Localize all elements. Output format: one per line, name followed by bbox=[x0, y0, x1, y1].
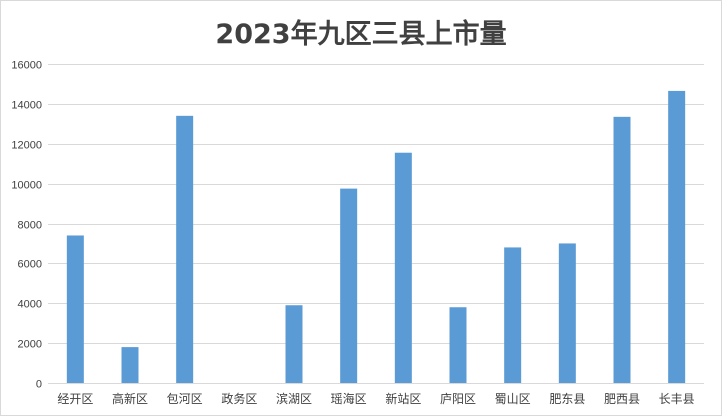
y-tick-label: 2000 bbox=[18, 339, 42, 351]
y-tick-label: 10000 bbox=[11, 180, 42, 192]
bar bbox=[121, 347, 139, 383]
bar bbox=[613, 116, 631, 383]
gridlines bbox=[48, 64, 704, 384]
x-tick-label: 瑶海区 bbox=[331, 391, 367, 406]
bar bbox=[558, 243, 576, 383]
bar bbox=[285, 305, 303, 383]
bar bbox=[449, 307, 467, 383]
x-tick-label: 蜀山区 bbox=[495, 392, 531, 406]
y-tick-label: 4000 bbox=[18, 299, 42, 311]
y-tick-label: 8000 bbox=[18, 220, 42, 232]
bar bbox=[394, 152, 412, 383]
y-tick-label: 16000 bbox=[11, 60, 42, 72]
x-tick-label: 经开区 bbox=[57, 392, 93, 406]
x-tick-label: 庐阳区 bbox=[440, 391, 476, 406]
y-tick-label: 14000 bbox=[11, 100, 42, 112]
bar bbox=[504, 247, 522, 383]
x-tick-label: 滨湖区 bbox=[276, 391, 312, 406]
x-tick-label: 肥西县 bbox=[604, 392, 640, 406]
x-tick-label: 政务区 bbox=[221, 391, 257, 406]
x-axis: 经开区 高新区 包河区 政务区 滨湖区 瑶海区 新站区 庐阳区 蜀山区 肥东县 肥西县 长丰县 bbox=[57, 391, 694, 406]
x-tick-label: 新站区 bbox=[385, 391, 421, 406]
bar bbox=[66, 235, 84, 383]
chart-title: 2023年九区三县上市量 bbox=[215, 19, 507, 50]
y-tick-label: 0 bbox=[36, 379, 42, 391]
bar bbox=[176, 115, 194, 384]
bars bbox=[66, 90, 686, 384]
x-tick-label: 包河区 bbox=[167, 392, 203, 406]
bar bbox=[340, 188, 358, 383]
y-tick-label: 12000 bbox=[11, 140, 42, 152]
x-tick-label: 长丰县 bbox=[659, 392, 695, 406]
y-tick-label: 6000 bbox=[18, 259, 42, 271]
bar bbox=[668, 90, 686, 384]
x-tick-label: 高新区 bbox=[112, 391, 148, 406]
x-tick-label: 肥东县 bbox=[549, 392, 585, 406]
y-axis: 0 2000 4000 6000 8000 10000 12000 14000 16000 bbox=[11, 60, 42, 391]
